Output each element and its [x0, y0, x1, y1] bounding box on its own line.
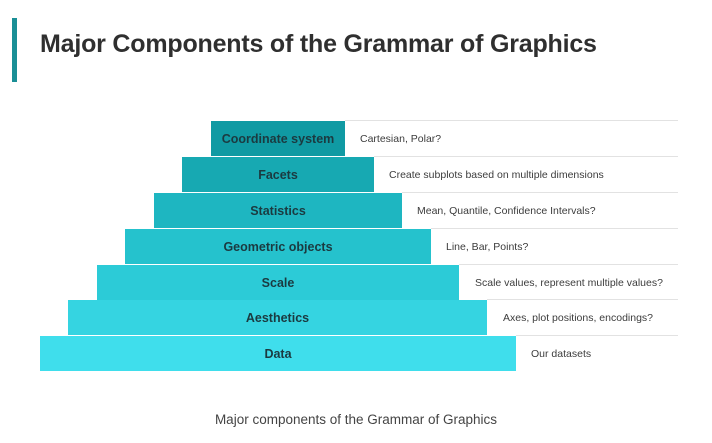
level-label: Aesthetics — [245, 310, 310, 325]
row-divider — [374, 156, 678, 157]
row-divider — [402, 192, 678, 193]
pyramid-level-facets: Facets — [182, 157, 374, 192]
row-divider — [459, 264, 678, 265]
level-description: Axes, plot positions, encodings? — [503, 311, 654, 324]
pyramid-level-aesthetics: Aesthetics — [68, 300, 487, 335]
page-title: Major Components of the Grammar of Graph… — [40, 30, 597, 58]
row-divider — [431, 228, 678, 229]
level-label: Scale — [261, 275, 295, 290]
level-description: Cartesian, Polar? — [360, 132, 442, 145]
level-description: Scale values, represent multiple values? — [475, 276, 663, 289]
row-divider — [516, 335, 678, 336]
pyramid-level-data: Data — [40, 336, 516, 371]
pyramid-level-geometric-objects: Geometric objects — [125, 229, 431, 264]
pyramid-level-scale: Scale — [97, 265, 459, 300]
level-label: Coordinate system — [221, 131, 335, 146]
level-label: Facets — [258, 167, 298, 182]
level-description: Line, Bar, Points? — [446, 240, 529, 253]
row-divider — [487, 299, 678, 300]
title-accent-bar — [12, 18, 17, 82]
level-label: Data — [264, 346, 292, 361]
level-description: Our datasets — [531, 347, 592, 360]
row-divider — [345, 120, 678, 121]
level-label: Statistics — [250, 203, 306, 218]
pyramid-level-statistics: Statistics — [154, 193, 402, 228]
level-description: Mean, Quantile, Confidence Intervals? — [417, 204, 596, 217]
pyramid-level-coordinate-system: Coordinate system — [211, 121, 345, 156]
level-label: Geometric objects — [223, 239, 333, 254]
figure-caption: Major components of the Grammar of Graph… — [214, 412, 498, 427]
level-description: Create subplots based on multiple dimens… — [389, 168, 604, 181]
